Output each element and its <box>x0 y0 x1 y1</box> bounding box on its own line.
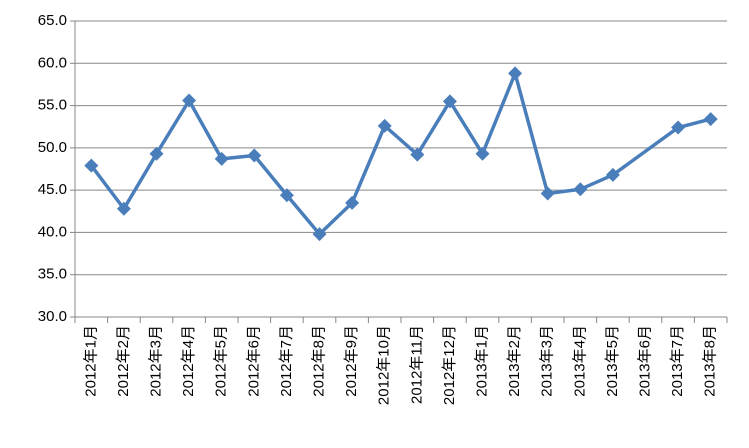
x-tick-label: 2012年9月 <box>343 325 360 397</box>
data-point <box>312 227 327 242</box>
y-tick-label: 55.0 <box>38 97 67 114</box>
data-point <box>475 146 490 161</box>
data-point <box>149 146 164 161</box>
y-tick-label: 45.0 <box>38 181 67 198</box>
y-tick-label: 30.0 <box>38 308 67 325</box>
x-tick-label: 2013年3月 <box>539 325 556 397</box>
data-point <box>116 201 131 216</box>
x-tick-label: 2012年7月 <box>278 325 295 397</box>
y-tick-label: 50.0 <box>38 139 67 156</box>
data-point <box>377 118 392 133</box>
x-tick-label: 2012年6月 <box>245 325 262 397</box>
y-tick-label: 35.0 <box>38 266 67 283</box>
x-tick-label: 2012年12月 <box>441 325 458 405</box>
y-tick-label: 65.0 <box>38 12 67 29</box>
series-line <box>89 71 712 236</box>
x-tick-label: 2012年10月 <box>376 325 393 405</box>
data-point <box>442 94 457 109</box>
y-tick-label: 40.0 <box>38 223 67 240</box>
x-tick-label: 2012年3月 <box>147 325 164 397</box>
x-tick-label: 2012年5月 <box>213 325 230 397</box>
data-point <box>573 182 588 197</box>
data-point <box>410 147 425 162</box>
y-tick-label: 60.0 <box>38 54 67 71</box>
data-point <box>703 112 718 127</box>
x-tick-label: 2012年4月 <box>180 325 197 397</box>
x-tick-label: 2013年2月 <box>506 325 523 397</box>
x-tick-label: 2012年1月 <box>82 325 99 397</box>
x-tick-label: 2013年5月 <box>604 325 621 397</box>
x-tick-label: 2013年8月 <box>702 325 719 397</box>
x-tick-label: 2012年2月 <box>115 325 132 397</box>
x-tick-label: 2013年1月 <box>473 325 490 397</box>
data-point <box>182 93 197 108</box>
data-point <box>214 151 229 166</box>
x-tick-label: 2013年6月 <box>636 325 653 397</box>
x-tick-label: 2012年8月 <box>310 325 327 397</box>
data-point <box>279 188 294 203</box>
data-point <box>671 120 686 135</box>
data-point <box>540 186 555 201</box>
x-tick-label: 2013年4月 <box>571 325 588 397</box>
data-point <box>345 195 360 210</box>
x-tick-label: 2012年11月 <box>408 325 425 404</box>
x-tick-label: 2013年7月 <box>669 325 686 397</box>
data-point <box>247 148 262 163</box>
data-point <box>84 158 99 173</box>
data-point <box>508 66 523 81</box>
data-point <box>605 167 620 182</box>
